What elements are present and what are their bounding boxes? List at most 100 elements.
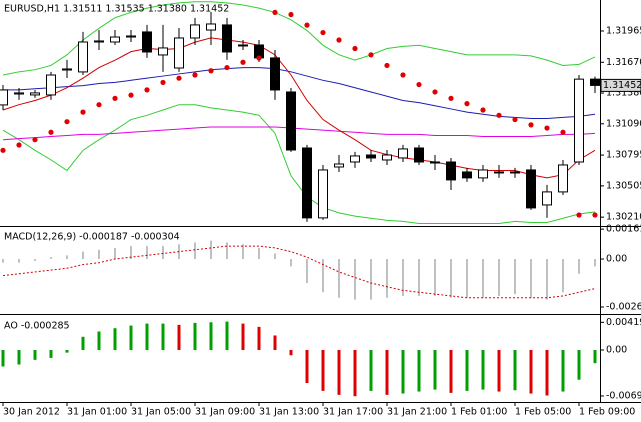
last-price-label: 1.31452 xyxy=(603,80,641,91)
sar-dot xyxy=(560,129,566,135)
y-tick-label: 1.31965 xyxy=(606,25,641,36)
y-tick-label: 1.31670 xyxy=(606,57,641,68)
macd-bar xyxy=(258,247,260,260)
sar-dot xyxy=(96,102,102,108)
ao-bar xyxy=(1,349,5,367)
macd-bar xyxy=(50,257,52,260)
sar-dot xyxy=(304,22,310,28)
ao-bar xyxy=(273,335,277,350)
macd-bar xyxy=(274,253,276,260)
sar-dot xyxy=(208,68,214,74)
candle-body xyxy=(510,171,520,174)
y-tick-label: -0.006970 xyxy=(606,390,641,401)
sar-dot xyxy=(432,89,438,95)
candle-body xyxy=(222,24,232,53)
candle-body xyxy=(462,171,472,179)
candle-body xyxy=(62,68,72,71)
candle-body xyxy=(270,57,280,91)
indicator-line xyxy=(2,104,596,225)
macd-bar xyxy=(322,259,324,293)
chart-title: EURUSD,H1 1.31511 1.31535 1.31380 1.3145… xyxy=(4,4,229,15)
sar-dot xyxy=(496,112,502,118)
macd-bar xyxy=(82,251,84,260)
candle-body xyxy=(494,171,504,174)
ao-title: AO -0.000285 xyxy=(4,321,70,332)
candle-body xyxy=(574,78,584,163)
sar-dot xyxy=(160,79,166,86)
macd-bar xyxy=(306,259,308,284)
ao-bar xyxy=(337,349,341,395)
ao-bar xyxy=(513,349,517,391)
candle-body xyxy=(590,78,600,86)
ao-bar xyxy=(305,349,309,383)
ao-bar xyxy=(209,322,213,350)
sar-dot xyxy=(144,87,150,93)
macd-bar xyxy=(162,246,164,260)
sar-dot xyxy=(320,29,326,36)
macd-bar xyxy=(370,259,372,300)
macd-bar xyxy=(66,255,68,260)
y-tick-label: 1.31380 xyxy=(606,88,641,99)
ao-bar xyxy=(49,349,53,358)
ao-bar xyxy=(449,349,453,393)
ao-bar xyxy=(65,349,69,353)
sar-dot xyxy=(288,11,294,18)
candle-body xyxy=(78,41,88,73)
ao-bar xyxy=(417,349,421,392)
sar-dot xyxy=(576,212,582,218)
sar-dot xyxy=(192,72,198,78)
sar-dot xyxy=(384,62,390,69)
macd-bar xyxy=(562,259,564,293)
sar-dot xyxy=(544,125,550,131)
sar-dot xyxy=(528,122,534,128)
candle-body xyxy=(110,36,120,43)
sar-dot xyxy=(240,59,246,65)
sar-dot xyxy=(16,142,22,148)
macd-bar xyxy=(34,259,36,261)
sar-dot xyxy=(256,55,262,61)
candle-body xyxy=(366,154,376,159)
sar-dot xyxy=(512,116,518,123)
indicator-line xyxy=(2,37,596,179)
candle-body xyxy=(126,35,136,38)
candle-body xyxy=(382,154,392,161)
candle-body xyxy=(446,161,456,181)
ao-bar xyxy=(257,326,261,350)
macd-bar xyxy=(338,259,340,298)
sar-dot xyxy=(176,75,182,81)
ao-bar xyxy=(225,321,229,350)
candle-body xyxy=(174,37,184,69)
ao-bar xyxy=(577,349,581,380)
ao-bar xyxy=(17,349,21,365)
macd-bar xyxy=(210,240,212,260)
candle-body xyxy=(558,164,568,193)
sar-dot xyxy=(400,72,406,78)
sar-dot xyxy=(64,119,70,125)
macd-bar xyxy=(290,259,292,267)
candle-body xyxy=(350,155,360,163)
macd-bar xyxy=(594,259,596,267)
y-tick-label: 0.00 xyxy=(606,254,627,265)
macd-bar xyxy=(194,242,196,260)
indicator-line xyxy=(2,126,596,141)
ao-bar xyxy=(129,325,133,350)
ao-bar xyxy=(497,349,501,392)
sar-dot xyxy=(592,212,598,218)
ao-bar xyxy=(193,322,197,350)
macd-bar xyxy=(546,259,548,300)
macd-bar xyxy=(354,259,356,300)
sar-dot xyxy=(128,92,134,98)
candle-body xyxy=(430,161,440,164)
ao-bar xyxy=(289,349,293,356)
sar-dot xyxy=(32,137,38,143)
macd-bar xyxy=(18,259,20,263)
ao-bar xyxy=(177,324,181,350)
sar-dot xyxy=(80,109,86,115)
x-tick-label: 31 Jan 17:00 xyxy=(323,407,383,418)
candle-body xyxy=(30,92,40,96)
macd-bar xyxy=(402,259,404,296)
candle-body xyxy=(46,74,56,96)
macd-bar xyxy=(98,249,100,260)
candle-body xyxy=(190,24,200,39)
